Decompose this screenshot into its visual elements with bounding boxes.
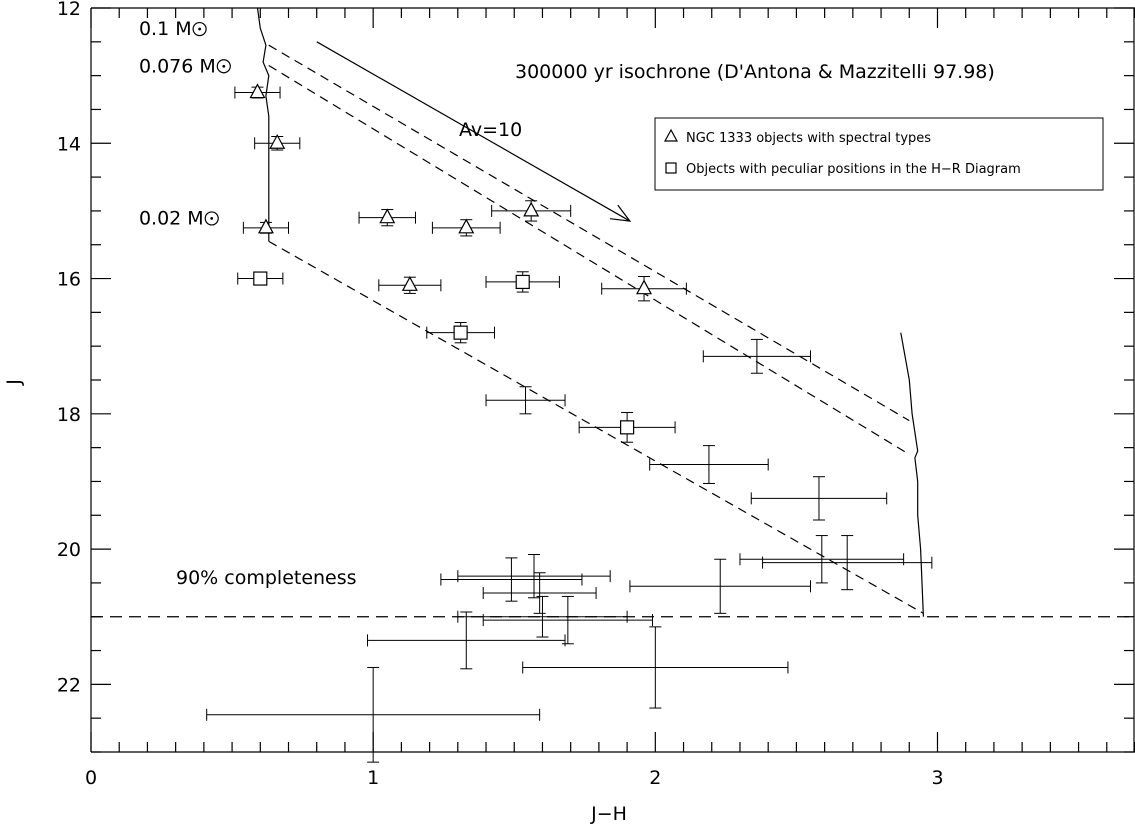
y-tick-label: 14 (57, 133, 81, 155)
square-data-point (426, 322, 495, 344)
cross-data-point (629, 558, 812, 614)
cross-data-point (739, 535, 905, 584)
triangle-data-point (491, 200, 572, 222)
y-tick-label: 12 (57, 0, 81, 20)
sun-symbol-dot (210, 217, 214, 220)
triangle-marker (269, 134, 286, 149)
arrow-head (610, 204, 632, 222)
legend-triangle-icon (663, 128, 679, 142)
legend-label-peculiar: Objects with peculiar positions in the H… (686, 162, 1021, 177)
triangle-marker (636, 279, 653, 295)
sun-symbol-icon (192, 21, 207, 37)
triangle-data-point (234, 83, 281, 99)
isochrone-right-curve (900, 332, 924, 617)
triangle-data-point (242, 218, 290, 234)
x-axis-title: J−H (590, 803, 627, 825)
cross-data-point (457, 595, 628, 638)
reddening-vector-label: Av=10 (459, 119, 522, 141)
triangle-marker (249, 83, 266, 99)
cross-data-point (522, 626, 789, 709)
triangle-data-point (601, 276, 687, 302)
mass-label: 0.1 M (139, 18, 192, 40)
triangle-data-point (431, 218, 501, 237)
legend: NGC 1333 objects with spectral types Obj… (654, 117, 1104, 191)
cross-data-point (482, 572, 597, 614)
sun-symbol-icon (216, 59, 231, 74)
data-points (206, 83, 933, 763)
reddening-track-line (268, 44, 910, 422)
triangle-marker (257, 218, 274, 234)
x-tick-label: 0 (85, 767, 97, 789)
sun-symbol-icon (204, 211, 219, 226)
reddening-track-line (268, 64, 910, 455)
isochrone-label: 300000 yr isochrone (D'Antona & Mazzitel… (515, 61, 995, 83)
square-data-point (485, 271, 560, 293)
triangle-marker (458, 218, 475, 234)
isochrone-left-curve (256, 7, 270, 242)
y-tick-label: 20 (57, 539, 81, 561)
y-axis-title: J (3, 379, 25, 386)
square-data-point (578, 411, 676, 443)
cross-data-point (750, 476, 888, 521)
square-marker (515, 274, 530, 290)
mass-label: 0.02 M (139, 207, 204, 229)
x-tick-label: 1 (367, 767, 379, 789)
triangle-data-point (378, 276, 442, 294)
cross-data-point (367, 611, 566, 670)
legend-label-spectral: NGC 1333 objects with spectral types (686, 131, 931, 146)
square-marker (620, 420, 635, 435)
triangle-marker (523, 201, 540, 217)
cross-data-point (485, 386, 566, 415)
model-curves (91, 7, 1135, 618)
cross-data-point (762, 535, 933, 591)
triangle-marker (401, 276, 418, 291)
cross-data-point (649, 445, 769, 484)
sun-symbol-dot (222, 64, 226, 68)
mass-label: 0.076 M (139, 55, 216, 77)
legend-box (654, 117, 1104, 191)
square-marker (453, 325, 468, 340)
completeness-label: 90% completeness (176, 567, 357, 589)
reddening-vector-arrow (316, 41, 631, 222)
y-tick-label: 18 (57, 404, 81, 426)
square-data-point (237, 271, 284, 286)
y-tick-label: 16 (57, 269, 81, 291)
triangle-data-point (254, 134, 301, 151)
x-tick-label: 3 (931, 767, 943, 789)
cross-data-point (440, 557, 583, 602)
triangle-marker (379, 208, 396, 224)
legend-square-icon (665, 162, 677, 174)
square-marker (253, 271, 268, 286)
y-tick-label: 22 (57, 674, 81, 696)
sun-symbol-dot (198, 27, 202, 31)
triangle-data-point (358, 208, 416, 227)
x-tick-label: 2 (649, 767, 661, 789)
cross-data-point (206, 666, 541, 763)
chart-text: J−H J 300000 yr isochrone (D'Antona & Ma… (3, 18, 995, 825)
cross-data-point (457, 554, 611, 599)
cross-data-point (482, 595, 654, 645)
cross-data-point (702, 338, 812, 374)
